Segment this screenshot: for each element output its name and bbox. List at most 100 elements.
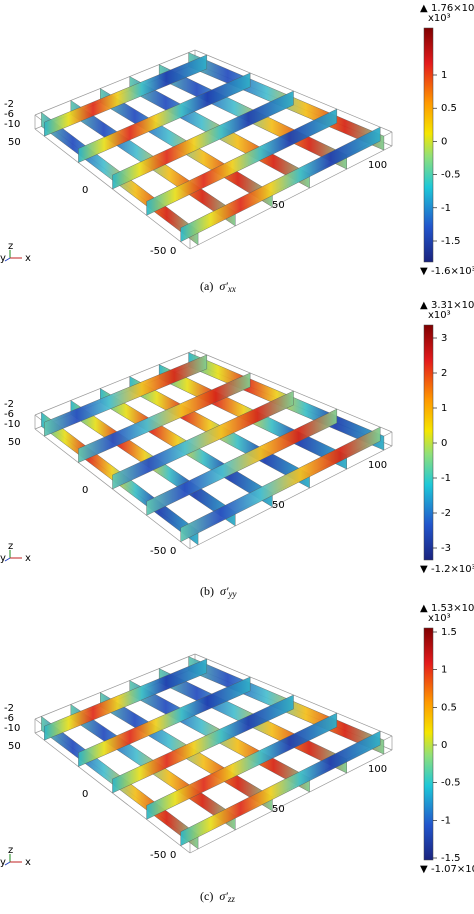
box-edge xyxy=(189,445,393,550)
stress-wall xyxy=(78,72,251,163)
stress-wall xyxy=(146,108,338,216)
y-tick-label: -50 xyxy=(150,546,166,557)
y-tick-label: 0 xyxy=(82,485,88,496)
triad-label: z xyxy=(8,241,13,252)
colorbar-tick-label: -1 xyxy=(441,815,451,826)
caption-symbol: σ′ xyxy=(219,889,228,903)
z-tick-label: -2 xyxy=(4,399,14,410)
z-tick-label: -10 xyxy=(4,723,20,734)
stress-wall xyxy=(180,730,381,847)
colorbar-tick-label: 1 xyxy=(441,70,447,81)
z-tick-label: -2 xyxy=(4,99,14,110)
caption: (a) σ′xx xyxy=(200,279,236,294)
z-tick-label: -6 xyxy=(4,109,14,120)
triad-axis xyxy=(4,557,11,562)
triad-label: y xyxy=(0,553,6,564)
colorbar-min: -1.6×10³ xyxy=(431,266,474,277)
colorbar-min: -1.2×10³ xyxy=(431,564,474,575)
colorbar xyxy=(423,324,434,561)
colorbar-tick-label: -1 xyxy=(441,203,451,214)
y-tick-label: 50 xyxy=(8,437,21,448)
colorbar-tick-label: -1.5 xyxy=(441,236,461,247)
x-tick-label: 100 xyxy=(368,460,387,471)
colorbar-tick-label: 0 xyxy=(441,438,447,449)
caption-symbol: σ′ xyxy=(219,279,228,293)
colorbar-tick-label: -0.5 xyxy=(441,778,461,789)
caption-symbol: σ′ xyxy=(220,584,229,598)
x-tick-label: 0 xyxy=(170,246,176,257)
stress-wall xyxy=(112,390,294,490)
colorbar-tick-label: -0.5 xyxy=(441,170,461,181)
y-tick-label: 0 xyxy=(82,185,88,196)
box-edge xyxy=(34,49,196,116)
caption-subscript: zz xyxy=(227,894,236,904)
colorbar-max-marker: ▲ xyxy=(420,3,428,14)
box-edge xyxy=(34,653,196,720)
triad-axis xyxy=(4,257,11,262)
colorbar-tick-label: -3 xyxy=(441,543,451,554)
stress-wall xyxy=(180,426,381,543)
x-tick-label: 100 xyxy=(368,764,387,775)
box-edge xyxy=(189,749,393,854)
z-tick-label: -6 xyxy=(4,713,14,724)
colorbar-max: 1.76×10³ xyxy=(431,3,474,14)
caption-label: (a) xyxy=(200,279,213,293)
y-tick-label: 50 xyxy=(8,741,21,752)
colorbar-min-marker: ▼ xyxy=(420,864,428,875)
triad-label: y xyxy=(0,253,6,264)
z-tick-label: -10 xyxy=(4,119,20,130)
caption-subscript: xx xyxy=(227,284,236,294)
colorbar-tick-label: -1.5 xyxy=(441,853,461,864)
colorbar-tick-label: 3 xyxy=(441,333,447,344)
triad-label: x xyxy=(25,857,31,868)
colorbar-max: 1.53×10³ xyxy=(431,603,474,614)
stress-wall xyxy=(112,694,294,794)
caption: (c) σ′zz xyxy=(200,889,235,904)
colorbar-max-marker: ▲ xyxy=(420,603,428,614)
stress-wall xyxy=(44,354,208,437)
colorbar-min: -1.07×10³ xyxy=(431,864,474,875)
stress-wall xyxy=(180,126,381,243)
colorbar-multiplier: x10³ xyxy=(428,613,451,624)
colorbar-tick-label: 0.5 xyxy=(441,103,457,114)
colorbar xyxy=(423,27,434,263)
x-tick-label: 50 xyxy=(272,500,285,511)
colorbar-tick-label: -1 xyxy=(441,473,451,484)
triad-axis xyxy=(4,861,11,866)
colorbar-max: 3.31×10³ xyxy=(431,300,474,311)
colorbar-multiplier: x10³ xyxy=(428,13,451,24)
colorbar-min-marker: ▼ xyxy=(420,564,428,575)
colorbar xyxy=(423,627,434,861)
x-tick-label: 0 xyxy=(170,546,176,557)
x-tick-label: 50 xyxy=(272,804,285,815)
y-tick-label: -50 xyxy=(150,246,166,257)
colorbar-tick-label: 1 xyxy=(441,665,447,676)
z-tick-label: -10 xyxy=(4,419,20,430)
stress-wall xyxy=(44,54,208,137)
triad-label: x xyxy=(25,253,31,264)
x-tick-label: 50 xyxy=(272,200,285,211)
box-edge xyxy=(34,349,196,416)
x-tick-label: 0 xyxy=(170,850,176,861)
y-tick-label: 50 xyxy=(8,137,21,148)
colorbar-multiplier: x10³ xyxy=(428,310,451,321)
stress-wall xyxy=(146,408,338,516)
colorbar-tick-label: 1 xyxy=(441,403,447,414)
colorbar-tick-label: 0 xyxy=(441,136,447,147)
y-tick-label: 0 xyxy=(82,789,88,800)
colorbar-min-marker: ▼ xyxy=(420,266,428,277)
z-tick-label: -6 xyxy=(4,409,14,420)
colorbar-tick-label: 2 xyxy=(441,368,447,379)
triad-label: z xyxy=(8,845,13,856)
colorbar-tick-label: 0.5 xyxy=(441,702,457,713)
caption-label: (b) xyxy=(200,584,214,598)
triad-label: x xyxy=(25,553,31,564)
colorbar-tick-label: -2 xyxy=(441,508,451,519)
stress-wall xyxy=(146,712,338,820)
y-tick-label: -50 xyxy=(150,850,166,861)
stress-wall xyxy=(44,658,208,741)
stress-wall xyxy=(78,372,251,463)
